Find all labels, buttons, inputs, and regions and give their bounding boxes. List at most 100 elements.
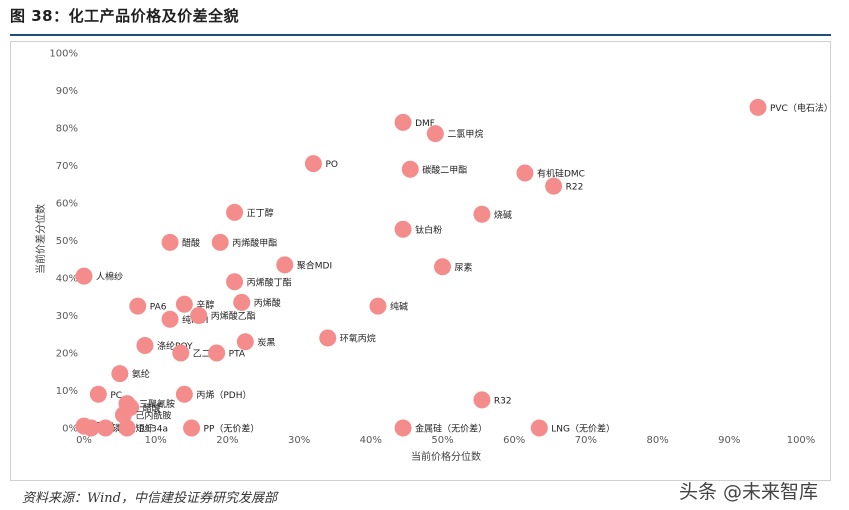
x-tick-label: 80% <box>646 435 668 446</box>
data-points: PVC（电石法） DMF 二氯甲烷 PO 碳酸二甲酯 有机硅DMC R22 正丁醇 烧碱钛白粉醋… <box>75 98 833 437</box>
point-label: R22 <box>566 183 584 193</box>
scatter-marker <box>394 113 412 131</box>
scatter-marker <box>161 233 179 251</box>
scatter-point: 碳酸二甲酯 <box>401 160 467 178</box>
scatter-point: PC <box>89 385 122 403</box>
point-label: PP（无价差） <box>204 423 260 435</box>
y-tick-label: 50% <box>56 236 78 247</box>
y-tick-label: 10% <box>56 386 78 397</box>
point-label: 己内酰胺 <box>135 409 171 421</box>
scatter-chart: 0% 10% 20% 30% 40% 50% 60% 70% 80% 90% 100% 0% 10% 2… <box>10 41 833 481</box>
point-label: 金属硅（无价差） <box>415 423 487 435</box>
figure-title: 图 38：化工产品价格及价差全貌 <box>10 7 240 25</box>
point-label: PTA <box>229 350 246 360</box>
point-label: 尿素 <box>455 261 473 273</box>
y-tick-label: 70% <box>56 161 78 172</box>
scatter-point: PA6 <box>129 297 167 315</box>
point-label: 丙烯酸 <box>254 297 281 309</box>
point-label: 正丁醇 <box>247 207 274 219</box>
scatter-point: 人棉纱 <box>75 267 123 285</box>
point-label: 烧碱 <box>494 209 512 221</box>
scatter-marker <box>89 385 107 403</box>
scatter-marker <box>211 233 229 251</box>
scatter-marker <box>319 329 337 347</box>
x-tick-label: 30% <box>288 435 310 446</box>
point-label: 环氧丙烷 <box>340 333 376 345</box>
scatter-marker <box>426 125 444 143</box>
scatter-point: 烧碱 <box>473 205 512 223</box>
scatter-marker <box>394 419 412 437</box>
scatter-point: DMF <box>394 113 435 131</box>
scatter-point: 辛醇 <box>175 295 214 313</box>
scatter-marker <box>161 310 179 328</box>
point-label: 炭黑 <box>257 337 275 348</box>
scatter-point: 丙烯酸 <box>233 293 281 311</box>
scatter-point: 钛白粉 <box>394 220 442 238</box>
watermark: 头条 @未来智库 <box>679 481 819 503</box>
point-label: PA6 <box>150 303 167 313</box>
scatter-marker <box>175 385 193 403</box>
point-label: LNG（无价差） <box>551 423 615 435</box>
scatter-point: 金属硅（无价差） <box>394 419 487 437</box>
scatter-marker <box>369 297 387 315</box>
scatter-point: 丙烯（PDH） <box>175 385 252 403</box>
point-label: 氨纶 <box>132 368 150 380</box>
scatter-marker <box>394 220 412 238</box>
point-label: PC <box>110 391 122 401</box>
scatter-marker <box>276 256 294 274</box>
point-label: 丙烯（PDH） <box>196 389 251 401</box>
scatter-marker <box>129 297 147 315</box>
scatter-point: 环氧丙烷 <box>319 329 376 347</box>
scatter-point: 纯碱 <box>369 297 408 315</box>
chart-border <box>10 41 831 481</box>
point-label: PVC（电石法） <box>770 102 831 114</box>
scatter-point: LNG（无价差） <box>530 419 615 437</box>
scatter-marker <box>434 258 451 276</box>
scatter-marker <box>236 333 254 351</box>
title-divider <box>10 34 831 36</box>
x-tick-label: 90% <box>718 435 740 446</box>
scatter-point: 有机硅DMC <box>516 164 585 182</box>
scatter-marker <box>82 419 100 437</box>
x-axis-label: 当前价格分位数 <box>411 450 481 463</box>
scatter-point: R134a <box>118 419 168 437</box>
x-axis-ticks: 0% 10% 20% 30% 40% 50% 60% 70% 80% 90% 100% <box>76 435 815 446</box>
scatter-marker <box>75 267 93 285</box>
y-axis-ticks: 0% 10% 20% 30% 40% 50% 60% 70% 80% 90% 100% <box>49 49 78 435</box>
x-tick-label: 0% <box>76 435 92 446</box>
scatter-marker <box>233 293 251 311</box>
scatter-point: 丙烯酸乙酯 <box>190 307 256 324</box>
y-tick-label: 30% <box>56 311 78 322</box>
y-tick-label: 80% <box>56 124 78 135</box>
point-label: PO <box>325 160 338 170</box>
point-label: 醋酸 <box>182 237 200 249</box>
scatter-marker <box>175 295 193 313</box>
scatter-marker <box>111 365 129 383</box>
x-tick-label: 100% <box>787 435 816 446</box>
point-label: 聚合MDI <box>297 259 332 271</box>
scatter-marker <box>516 164 534 182</box>
scatter-marker <box>226 203 244 221</box>
y-tick-label: 0% <box>62 424 78 435</box>
scatter-marker <box>118 419 136 437</box>
scatter-marker <box>226 273 244 291</box>
y-tick-label: 20% <box>56 349 78 360</box>
scatter-point: R22 <box>545 177 584 195</box>
point-label: 丙烯酸乙酯 <box>211 310 256 322</box>
x-tick-label: 10% <box>145 435 167 446</box>
scatter-marker <box>208 344 226 362</box>
point-label: 醋酸 <box>143 402 161 414</box>
scatter-point: 丙烯酸甲酯 <box>211 233 277 251</box>
point-label: 二氯甲烷 <box>447 128 483 140</box>
point-label: R32 <box>494 396 512 406</box>
scatter-point: PTA <box>208 344 246 362</box>
x-tick-label: 20% <box>216 435 238 446</box>
scatter-marker <box>473 391 491 409</box>
scatter-point: 炭黑 <box>236 333 275 351</box>
y-tick-label: 90% <box>56 86 78 97</box>
point-label: 三聚氰胺 <box>139 398 175 410</box>
scatter-marker <box>183 419 201 437</box>
scatter-marker <box>304 155 322 173</box>
chart-container: 0% 10% 20% 30% 40% 50% 60% 70% 80% 90% 100% 0% 10% 2… <box>10 41 833 481</box>
scatter-point: 尿素 <box>434 258 473 276</box>
